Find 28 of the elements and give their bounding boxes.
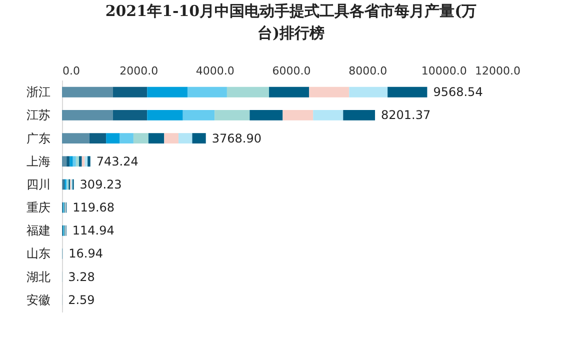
y-tick-label: 安徽 xyxy=(26,292,50,307)
y-tick-label: 上海 xyxy=(26,154,50,168)
x-tick-label: 0.0 xyxy=(62,64,80,78)
y-tick-label: 广东 xyxy=(26,131,50,146)
x-tick-label: 8000.0 xyxy=(348,64,388,78)
x-tick-label: 12000.0 xyxy=(475,64,520,78)
x-tick-label: 4000.0 xyxy=(196,64,234,78)
y-tick-label: 重庆 xyxy=(26,200,50,215)
y-tick-label: 山东 xyxy=(26,246,50,261)
y-tick-label: 浙江 xyxy=(26,85,50,100)
y-tick-label: 福建 xyxy=(26,224,50,238)
x-tick-label: 6000.0 xyxy=(272,64,311,78)
total-label: 9568.54 xyxy=(433,85,483,100)
total-label: 119.68 xyxy=(72,200,115,215)
total-label: 3768.90 xyxy=(212,131,262,146)
chart-title: 2021年1-10月中国电动手提式工具各省市每月产量(万台)排行榜 xyxy=(105,2,477,42)
total-label: 8201.37 xyxy=(381,108,431,122)
y-tick-label: 江苏 xyxy=(26,108,50,122)
total-label: 114.94 xyxy=(72,224,114,238)
y-tick-label: 四川 xyxy=(26,177,50,192)
total-label: 16.94 xyxy=(68,246,104,261)
x-tick-label: 10000.0 xyxy=(421,64,467,78)
total-label: 309.23 xyxy=(80,177,122,192)
x-tick-label: 2000.0 xyxy=(120,64,158,78)
total-label: 3.28 xyxy=(68,270,95,284)
total-label: 743.24 xyxy=(96,154,138,168)
total-label: 2.59 xyxy=(68,292,95,307)
y-tick-label: 湖北 xyxy=(26,270,50,284)
